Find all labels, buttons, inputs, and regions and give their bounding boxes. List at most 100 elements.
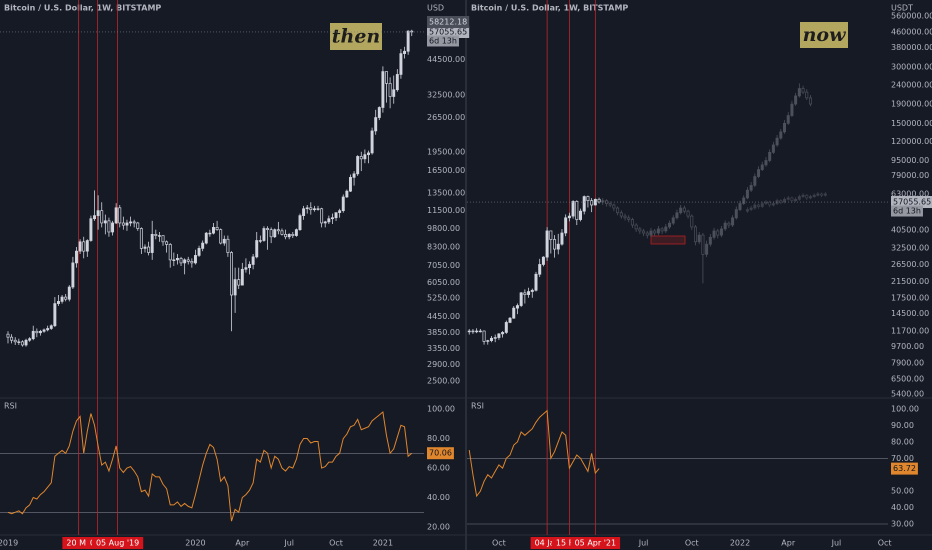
candle-body: [760, 203, 764, 207]
candle-body: [808, 97, 812, 105]
candle-body: [612, 204, 616, 209]
candle-body: [266, 228, 270, 231]
candle-body: [627, 217, 631, 220]
candle-body: [708, 236, 712, 245]
y-tick-label: 19500.00: [427, 147, 465, 156]
candle-body: [545, 230, 549, 258]
candle-body: [775, 200, 779, 204]
candle-body: [226, 238, 230, 253]
candle-body: [154, 234, 158, 236]
candle-body: [653, 230, 657, 234]
candle-body: [530, 289, 534, 292]
candle-body: [745, 209, 749, 212]
candle-body: [183, 259, 187, 264]
candle-body: [790, 197, 794, 202]
candle-body: [805, 91, 809, 99]
candle-body: [341, 196, 345, 212]
candle-body: [790, 103, 794, 116]
candle-body: [467, 330, 471, 333]
candle-body: [233, 279, 237, 296]
candle-body: [812, 194, 816, 197]
candle-body: [556, 243, 560, 250]
unit-label: USDT: [891, 4, 913, 13]
candle-body: [197, 248, 201, 256]
candle-body: [523, 292, 527, 295]
candle-body: [586, 196, 590, 202]
candle-body: [512, 307, 516, 319]
y-tick-label: 9700.00: [891, 342, 924, 351]
candle-body: [385, 71, 388, 84]
y-tick-label: 4450.00: [427, 312, 460, 321]
candle-body: [745, 189, 749, 199]
candle-body: [356, 156, 360, 175]
candle-body: [705, 243, 709, 255]
y-tick-label: 11500.00: [427, 206, 465, 215]
y-tick-label: 20.00: [427, 523, 450, 532]
y-tick-label: 40.00: [891, 503, 914, 512]
candle-body: [302, 208, 306, 216]
candle-body: [656, 228, 660, 234]
candle-body: [508, 317, 512, 323]
marker-label: 15 Feb: [556, 539, 583, 548]
x-tick-label: Oct: [329, 539, 343, 548]
y-tick-label: 3850.00: [427, 328, 460, 337]
candle-body: [316, 208, 320, 210]
candle-body: [749, 185, 753, 191]
candle-body: [374, 117, 378, 132]
candle-body: [560, 232, 564, 245]
rsi-last-label: 70.06: [429, 449, 452, 458]
candle-body: [731, 217, 735, 226]
candle-body: [757, 169, 761, 177]
candle-body: [338, 210, 342, 213]
candle-body: [701, 234, 705, 255]
last-price-label: 57055.65: [429, 27, 467, 36]
candle-body: [330, 217, 334, 220]
x-tick-label: 2022: [730, 539, 750, 548]
x-tick-label: Apr: [235, 539, 250, 548]
candle-body: [248, 264, 251, 269]
marker-label: 20 Ma: [66, 539, 91, 548]
candle-body: [486, 340, 490, 342]
candle-body: [497, 333, 501, 338]
y-tick-label: 26500.00: [891, 260, 929, 269]
x-tick-label: 2021: [373, 539, 393, 548]
candle-body: [794, 95, 798, 105]
y-tick-label: 60.00: [427, 464, 450, 473]
candle-body: [212, 227, 215, 234]
candle-body: [309, 207, 313, 211]
candle-body: [175, 258, 179, 261]
candle-body: [475, 330, 479, 333]
y-tick-label: 13500.00: [427, 188, 465, 197]
candle-body: [753, 176, 757, 186]
candle-body: [690, 215, 694, 228]
candle-body: [244, 267, 248, 270]
candle-body: [42, 329, 46, 332]
candle-body: [771, 203, 775, 206]
candle-body: [527, 291, 531, 295]
y-tick-label: 560000.00: [891, 12, 932, 21]
label-box: [427, 25, 470, 38]
chart-title: Bitcoin / U.S. Dollar, 1W, BITSTAMP: [4, 4, 161, 13]
candle-body: [693, 226, 697, 243]
y-tick-label: 150000.00: [891, 119, 932, 128]
label-box: [891, 462, 918, 475]
candle-body: [114, 207, 118, 224]
candle-body: [623, 215, 627, 219]
y-tick-label: 30.00: [891, 519, 914, 528]
marker-label: 04 Jan: [535, 539, 560, 548]
candle-body: [287, 234, 291, 238]
y-tick-label: 6500.00: [891, 374, 924, 383]
candle-body: [564, 217, 568, 234]
y-tick-label: 7900.00: [891, 359, 924, 368]
x-tick-label: 2020: [185, 539, 205, 548]
candle-body: [24, 339, 28, 346]
candle-body: [10, 336, 14, 341]
candle-body: [783, 122, 787, 133]
candle-body: [107, 220, 111, 233]
candle-body: [251, 256, 255, 265]
candle-body: [619, 212, 623, 217]
candle-body: [273, 229, 277, 238]
pane-title: RSI: [4, 402, 17, 411]
